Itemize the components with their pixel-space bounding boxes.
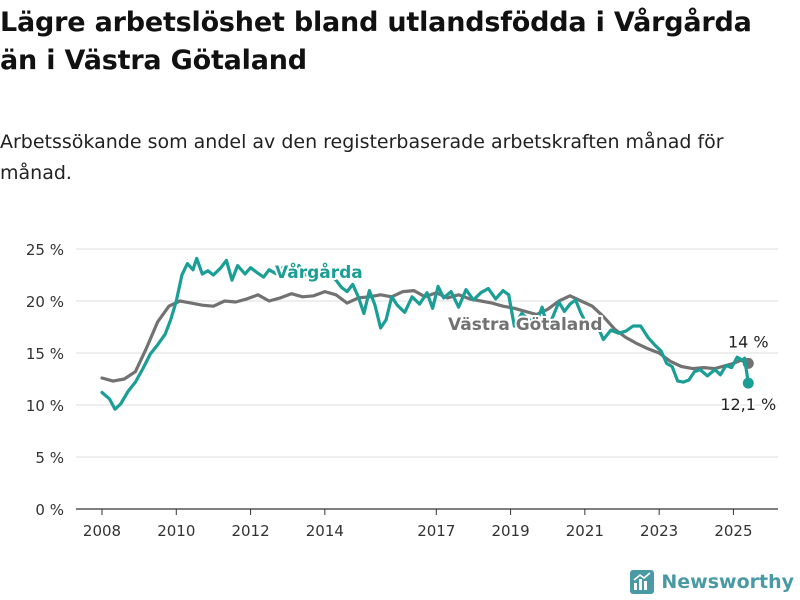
end-value-label-vastra-gotaland-halo: 14 % xyxy=(728,332,769,351)
series-label-vargarda-halo: Vårgårda xyxy=(275,261,363,283)
x-tick-label: 2014 xyxy=(306,522,344,540)
y-tick-label: 5 % xyxy=(35,449,64,467)
y-tick-label: 10 % xyxy=(26,397,64,415)
x-tick-label: 2010 xyxy=(157,522,195,540)
x-tick-label: 2023 xyxy=(640,522,678,540)
chart-title: Lägre arbetslöshet bland utlandsfödda i … xyxy=(0,7,752,76)
grid-lines xyxy=(76,248,778,510)
series-label-vastra-gotaland: Västra Götaland xyxy=(448,315,603,335)
end-value-label-vastra-gotaland: 14 % xyxy=(728,332,769,351)
x-tick-label: 2019 xyxy=(491,522,529,540)
y-tick-label: 25 % xyxy=(26,241,64,259)
y-axis: 0 % 5 % 10 % 15 % 20 % 25 % xyxy=(26,241,64,519)
x-tick-label: 2008 xyxy=(83,522,121,540)
x-tick-label: 2017 xyxy=(417,522,455,540)
plot-lines xyxy=(100,256,754,411)
x-axis: 2008 2010 2012 2014 2017 2019 2021 2023 2025 xyxy=(83,509,753,540)
newsworthy-icon xyxy=(630,570,655,594)
y-tick-label: 20 % xyxy=(26,293,64,311)
brand-name: Newsworthy xyxy=(661,571,794,593)
chart-subtitle: Arbetssökande som andel av den registerb… xyxy=(0,131,724,184)
x-tick-label: 2012 xyxy=(231,522,269,540)
series-label-vargarda: Vårgårda xyxy=(275,261,363,283)
x-tick-label: 2021 xyxy=(566,522,604,540)
series-line-vastra-gotaland xyxy=(100,289,750,383)
y-tick-label: 0 % xyxy=(35,501,64,519)
series-line-vargarda xyxy=(100,256,750,411)
y-tick-label: 15 % xyxy=(26,345,64,363)
series-label-vastra-gotaland-halo: Västra Götaland xyxy=(448,315,603,335)
end-point-vargarda xyxy=(742,377,754,389)
end-value-label-vargarda-halo: 12,1 % xyxy=(720,395,776,414)
end-value-label-vargarda: 12,1 % xyxy=(720,395,776,414)
x-tick-label: 2025 xyxy=(714,522,752,540)
brand-logo: Newsworthy xyxy=(630,570,794,594)
